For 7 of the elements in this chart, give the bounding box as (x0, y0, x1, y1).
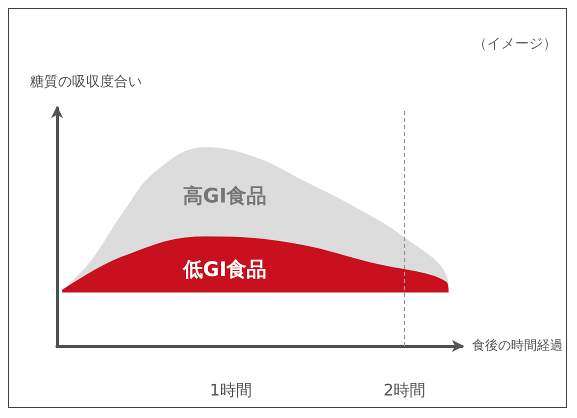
x-tick-label: 1時間 (210, 380, 252, 400)
text: （イメージ） (473, 36, 557, 52)
y-axis-title: 糖質の吸収度合い (30, 74, 142, 90)
x-axis-title: 食後の時間経過 (472, 338, 563, 354)
x-tick-label: 2時間 (384, 380, 426, 400)
series-label: 高GI食品 (182, 184, 267, 208)
series-label: 低GI食品 (182, 256, 267, 281)
